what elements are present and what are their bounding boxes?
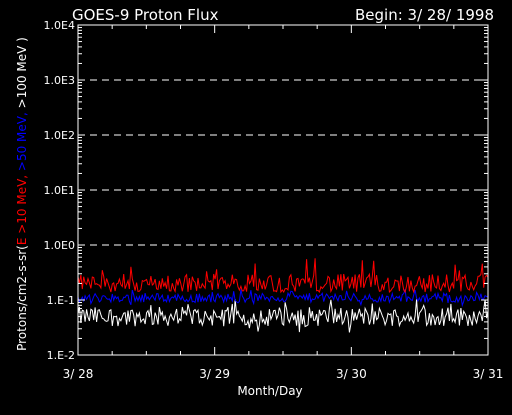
x-axis-ticks: 3/ 28 3/ 29 3/ 30 3/ 31 [63,25,504,381]
x-axis-label: Month/Day [237,384,302,398]
y-tick-label: 1.0E3 [44,74,75,87]
y-tick-label: 1.0E2 [44,129,75,142]
series-line [77,258,489,294]
x-tick-label: 3/ 31 [473,367,504,381]
x-tick-label: 3/ 28 [63,367,94,381]
x-tick-label: 3/ 29 [199,367,230,381]
series-layer [77,258,489,333]
y-axis-label-part: E >10 MeV, [15,171,29,245]
y-axis-label: Protons/cm2-s-sr(E >10 MeV, >50 MeV, >10… [15,37,29,351]
y-tick-label: 1.0E4 [44,19,75,32]
y-tick-label: 1.0E1 [44,184,75,197]
y-axis-label-part: >50 MeV, [15,108,29,171]
chart-title: GOES-9 Proton Flux [72,6,219,24]
y-tick-label: 1.E-2 [47,349,75,362]
series-line [77,289,489,308]
y-tick-label: 1.0E0 [44,239,75,252]
begin-date-label: Begin: 3/ 28/ 1998 [355,6,494,24]
y-tick-label: 1.E-1 [47,294,75,307]
y-axis-label-part: >100 MeV ) [15,37,29,108]
gridlines [78,79,488,246]
y-axis-ticks: 1.E-2 1.E-1 1.0E0 1.0E1 1.0E2 1.0E3 1.0E4 [44,19,488,362]
x-tick-label: 3/ 30 [336,367,367,381]
series-line [77,299,489,333]
y-axis-label-part: Protons/cm2-s-sr( [15,245,29,351]
